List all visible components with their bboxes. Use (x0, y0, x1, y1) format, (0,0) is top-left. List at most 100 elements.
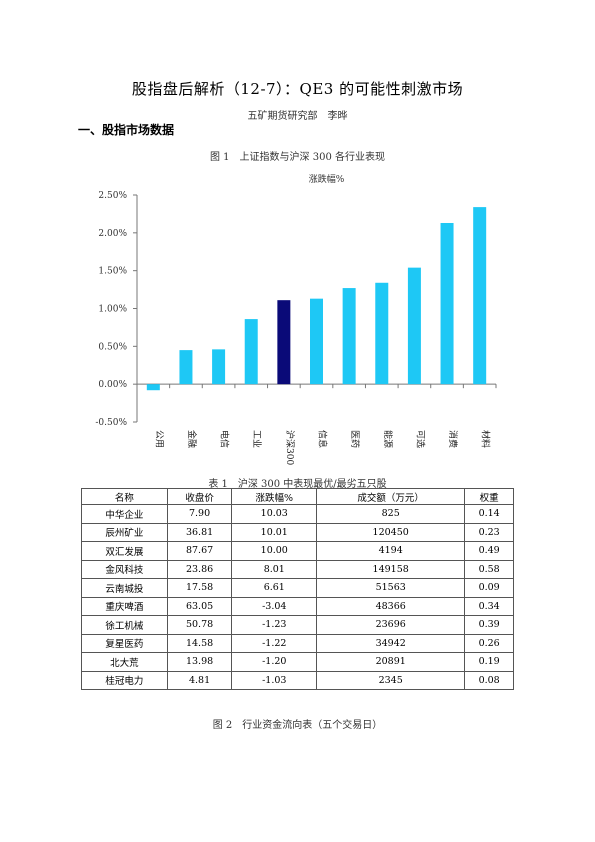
table-cell: 云南城投 (82, 579, 168, 598)
table-cell: 0.34 (465, 597, 514, 616)
table-header-row: 名称 收盘价 涨跌幅% 成交额（万元） 权重 (82, 489, 514, 505)
table-cell: 36.81 (167, 523, 232, 542)
table-header-cell: 涨跌幅% (232, 489, 317, 505)
x-category-label: 可选 (414, 430, 426, 448)
x-category-label: 信息 (317, 430, 329, 448)
table-cell: 重庆啤酒 (82, 597, 168, 616)
y-tick-label: 1.50% (98, 267, 127, 277)
table-header-cell: 名称 (82, 489, 168, 505)
table-cell: 23.86 (167, 560, 232, 579)
table-cell: 34942 (317, 634, 465, 653)
table-cell: 10.00 (232, 542, 317, 561)
table-cell: 0.49 (465, 542, 514, 561)
y-tick-label: 2.50% (98, 191, 127, 201)
table-cell: 20891 (317, 653, 465, 672)
x-category-label: 能源 (382, 430, 394, 448)
x-category-label: 医药 (349, 430, 360, 448)
table-cell: 中华企业 (82, 505, 168, 524)
table-cell: 0.23 (465, 523, 514, 542)
bar-5 (310, 299, 323, 385)
bar-2 (212, 349, 225, 384)
bar-9 (441, 223, 454, 384)
x-category-label: 消费 (447, 430, 459, 448)
table-cell: 48366 (317, 597, 465, 616)
bar-8 (408, 268, 421, 385)
stock-performance-table: 名称 收盘价 涨跌幅% 成交额（万元） 权重 中华企业 7.90 10.03 825 0.14 辰… (81, 488, 514, 690)
table-row: 云南城投 17.58 6.61 51563 0.09 (82, 579, 514, 598)
table-header-cell: 权重 (465, 489, 514, 505)
figure-1-caption: 图 1 上证指数与沪深 300 各行业表现 (0, 148, 595, 163)
x-category-label: 材料 (480, 430, 492, 448)
chart-svg: 涨跌幅% 2.50% 2.00% 1.50% 1.00% 0.50% 0.00% -0.50%… (80, 168, 520, 468)
document-title: 股指盘后解析（12-7）：QE3 的可能性刺激市场 (0, 78, 595, 99)
table-cell: 0.58 (465, 560, 514, 579)
table-cell: 14.58 (167, 634, 232, 653)
y-tick-label: 1.00% (98, 305, 127, 315)
table-cell: 4194 (317, 542, 465, 561)
table-cell: -3.04 (232, 597, 317, 616)
table-cell: -1.03 (232, 671, 317, 690)
table-cell: 徐工机械 (82, 616, 168, 635)
table-row: 重庆啤酒 63.05 -3.04 48366 0.34 (82, 597, 514, 616)
table-body: 中华企业 7.90 10.03 825 0.14 辰州矿业 36.81 10.01 120450… (82, 505, 514, 690)
table-cell: 4.81 (167, 671, 232, 690)
table-cell: 50.78 (167, 616, 232, 635)
table-cell: 复星医药 (82, 634, 168, 653)
section-heading: 一、股指市场数据 (78, 121, 174, 138)
table-cell: 23696 (317, 616, 465, 635)
table-cell: 0.09 (465, 579, 514, 598)
table-row: 辰州矿业 36.81 10.01 120450 0.23 (82, 523, 514, 542)
table-row: 北大荒 13.98 -1.20 20891 0.19 (82, 653, 514, 672)
table-cell: 10.01 (232, 523, 317, 542)
table-cell: 辰州矿业 (82, 523, 168, 542)
x-category-label: 电信 (219, 430, 231, 448)
industry-bar-chart: 涨跌幅% 2.50% 2.00% 1.50% 1.00% 0.50% 0.00% -0.50%… (80, 168, 520, 468)
bar-4 (277, 300, 290, 384)
table-cell: 0.19 (465, 653, 514, 672)
table-cell: 北大荒 (82, 653, 168, 672)
table-cell: 8.01 (232, 560, 317, 579)
x-category-label: 工业 (251, 430, 262, 448)
bar-1 (179, 350, 192, 384)
table-header-cell: 成交额（万元） (317, 489, 465, 505)
bar-7 (375, 283, 388, 384)
x-category-label: 公用 (153, 430, 164, 448)
table-row: 复星医药 14.58 -1.22 34942 0.26 (82, 634, 514, 653)
y-tick-label: 0.50% (98, 342, 127, 352)
table-row: 双汇发展 87.67 10.00 4194 0.49 (82, 542, 514, 561)
table-cell: -1.22 (232, 634, 317, 653)
author-line: 五矿期货研究部 李晔 (0, 107, 595, 122)
table-cell: 0.14 (465, 505, 514, 524)
table-cell: 17.58 (167, 579, 232, 598)
table-cell: 149158 (317, 560, 465, 579)
bar-10 (473, 207, 486, 384)
bar-3 (245, 319, 258, 384)
x-category-label: 金融 (186, 430, 198, 448)
table-cell: -1.23 (232, 616, 317, 635)
table-cell: 120450 (317, 523, 465, 542)
table-cell: 桂冠电力 (82, 671, 168, 690)
chart-title: 涨跌幅% (309, 173, 345, 185)
y-tick-label: -0.50% (95, 418, 127, 428)
table-header-cell: 收盘价 (167, 489, 232, 505)
table-cell: 6.61 (232, 579, 317, 598)
table-cell: 金风科技 (82, 560, 168, 579)
table-cell: 825 (317, 505, 465, 524)
x-category-label: 沪深300 (284, 430, 296, 465)
table-row: 桂冠电力 4.81 -1.03 2345 0.08 (82, 671, 514, 690)
table-cell: 7.90 (167, 505, 232, 524)
table-cell: 双汇发展 (82, 542, 168, 561)
figure-2-caption: 图 2 行业资金流向表（五个交易日） (0, 716, 595, 731)
table-cell: 10.03 (232, 505, 317, 524)
table-row: 金风科技 23.86 8.01 149158 0.58 (82, 560, 514, 579)
table-cell: 51563 (317, 579, 465, 598)
table-row: 徐工机械 50.78 -1.23 23696 0.39 (82, 616, 514, 635)
y-tick-label: 2.00% (98, 229, 127, 239)
table-cell: 0.39 (465, 616, 514, 635)
table-cell: -1.20 (232, 653, 317, 672)
table-cell: 0.26 (465, 634, 514, 653)
table-cell: 2345 (317, 671, 465, 690)
y-tick-label: 0.00% (98, 380, 127, 390)
bar-6 (343, 288, 356, 384)
table-cell: 0.08 (465, 671, 514, 690)
